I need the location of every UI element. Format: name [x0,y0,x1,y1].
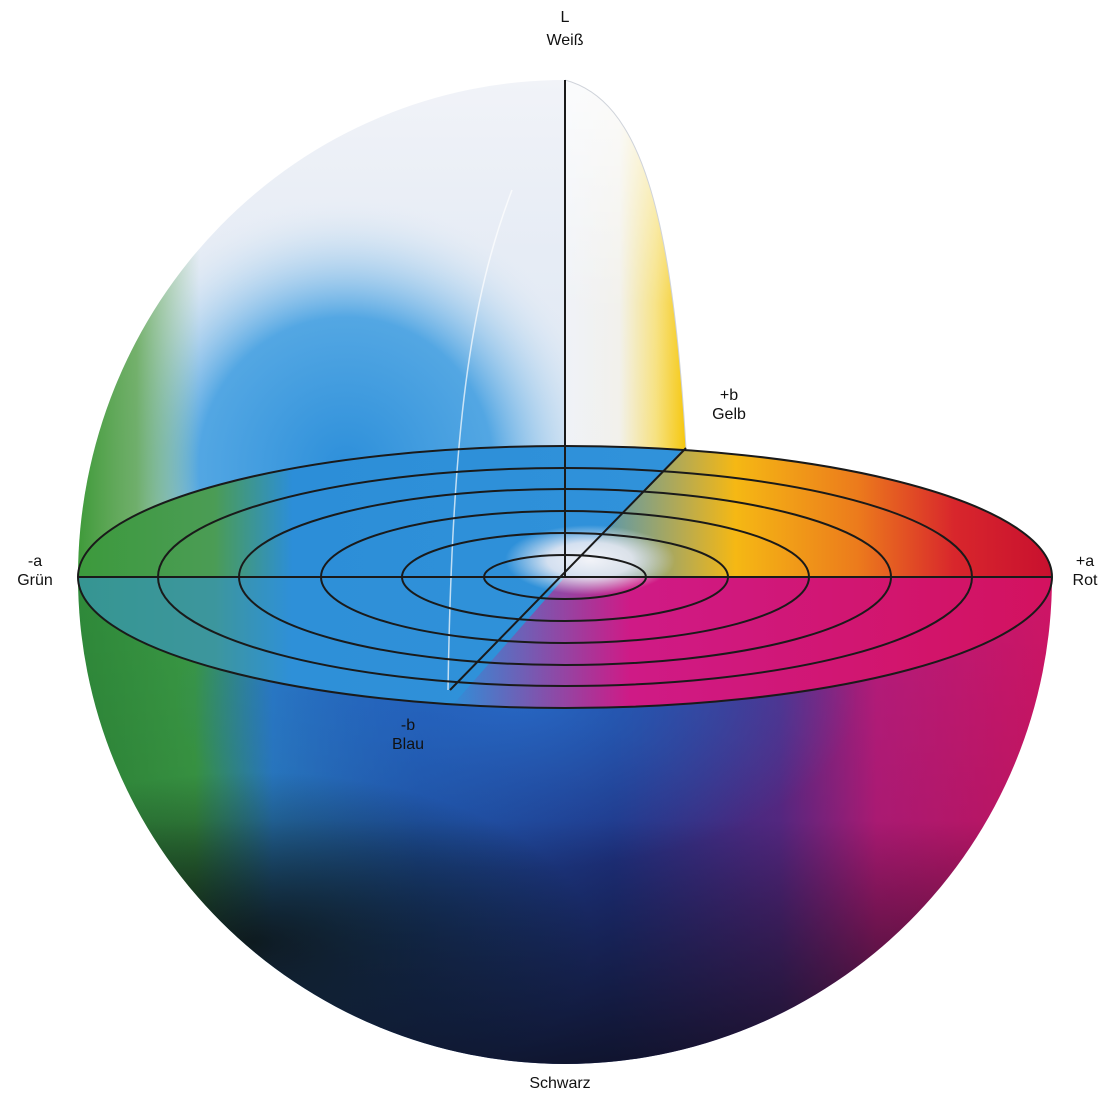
label-white: Weiß [546,32,584,49]
label-minus-b-symbol: -b [400,717,416,734]
label-minus-b: -b Blau [368,716,448,754]
label-l-symbol: L [560,9,570,26]
cut-face-edge [564,79,687,449]
label-minus-a: -a Grün [0,552,70,590]
label-bottom: Schwarz [505,1074,615,1093]
axes [78,80,1052,691]
label-l-axis: L Weiß [525,8,605,50]
label-red: Rot [1072,572,1098,589]
label-plus-a-symbol: +a [1075,553,1095,570]
meridian-line [447,189,513,691]
label-green: Grün [17,572,53,589]
label-yellow: Gelb [712,406,746,423]
label-plus-a: +a Rot [1060,552,1110,590]
label-minus-a-symbol: -a [27,553,43,570]
label-black: Schwarz [529,1075,591,1092]
label-blue: Blau [391,736,425,753]
label-plus-b-symbol: +b [719,387,739,404]
b-axis-line [449,447,687,691]
label-plus-b: +b Gelb [689,386,769,424]
